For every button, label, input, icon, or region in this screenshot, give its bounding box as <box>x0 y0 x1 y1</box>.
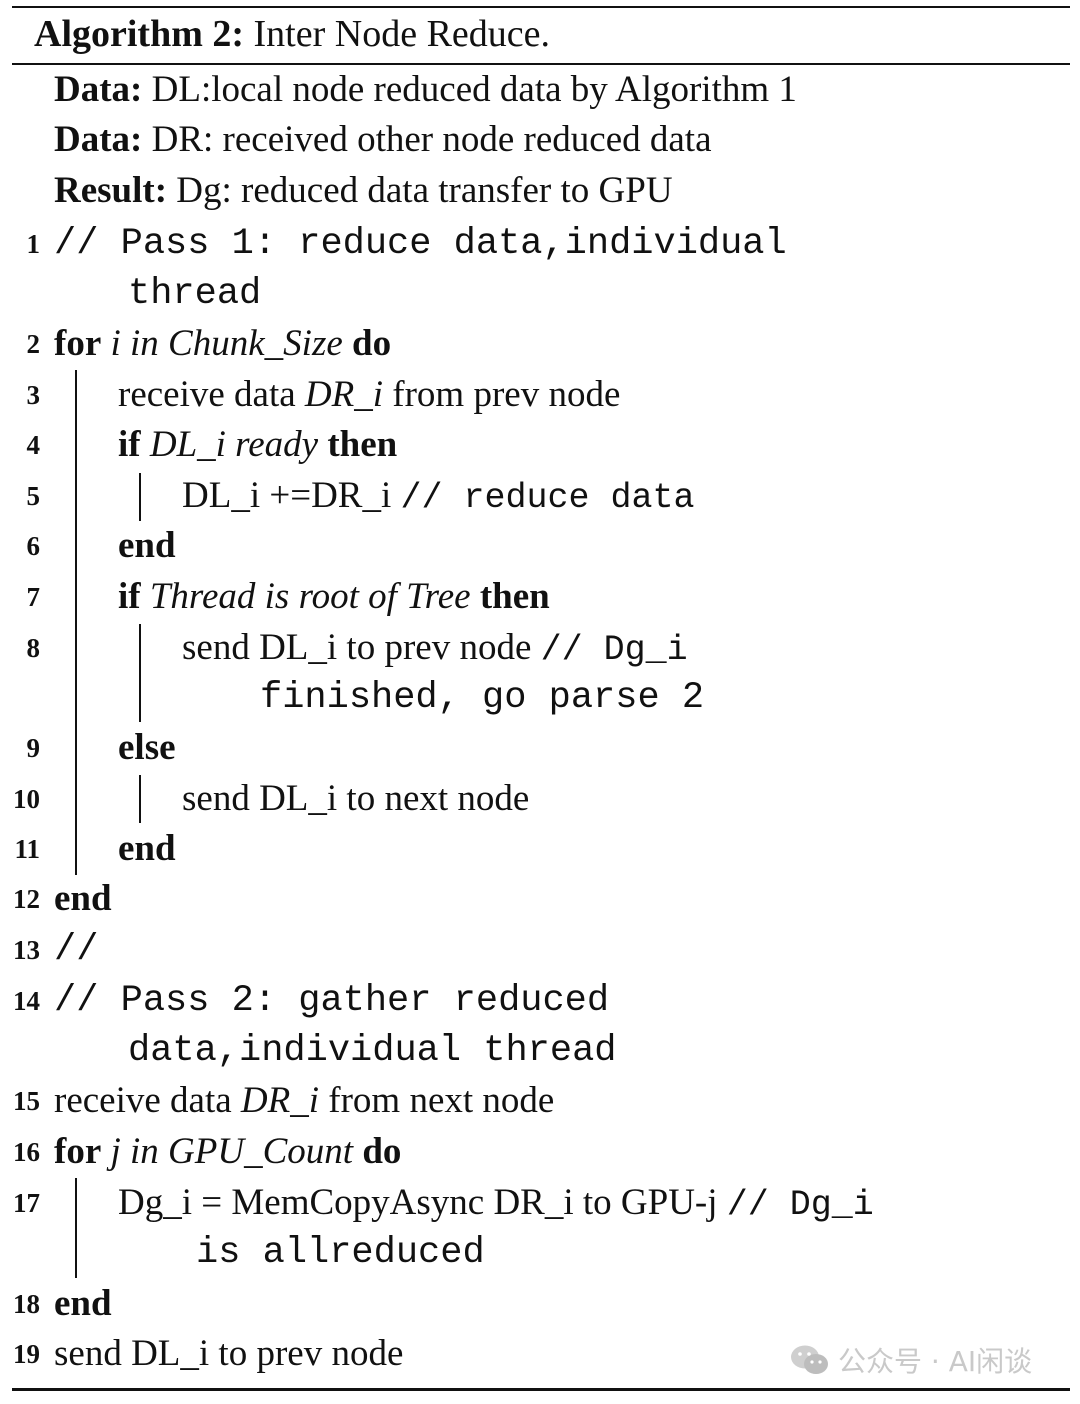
end-if-line: end <box>118 525 176 566</box>
comment-pass2-cont: data,individual thread <box>128 1030 617 1072</box>
data-line-1: Data: DL:local node reduced data by Algo… <box>54 69 797 110</box>
line-number-16: 16 <box>13 1137 40 1167</box>
send-prev-comment-cont: finished, go parse 2 <box>260 677 705 719</box>
empty-comment-line: // <box>54 929 99 971</box>
line-number-17: 17 <box>13 1188 40 1218</box>
title-rule <box>12 63 1070 65</box>
line-number-5: 5 <box>26 481 41 511</box>
if-block-bar <box>139 473 141 521</box>
if-root-line: if Thread is root of Tree then <box>118 576 550 617</box>
result-line: Result: Dg: reduced data transfer to GPU <box>54 170 673 211</box>
else-block-bar <box>139 775 141 823</box>
receive-prev-line: receive data DR_i from prev node <box>118 374 621 415</box>
line-number-19: 19 <box>13 1339 40 1369</box>
send-next-line: send DL_i to next node <box>182 778 530 819</box>
comment-pass2: // Pass 2: gather reduced <box>54 980 610 1022</box>
for-gpu-line: for j in GPU_Count do <box>54 1131 402 1172</box>
line-number-7: 7 <box>26 582 41 612</box>
algorithm-label: Algorithm 2: <box>34 13 245 55</box>
for-gpu-block-bar <box>75 1178 77 1278</box>
line-number-11: 11 <box>14 834 40 864</box>
line-number-4: 4 <box>26 430 41 460</box>
end-else-line: end <box>118 828 176 869</box>
receive-next-line: receive data DR_i from next node <box>54 1080 555 1121</box>
data-line-2: Data: DR: received other node reduced da… <box>54 119 712 160</box>
comment-pass1-cont: thread <box>128 273 262 315</box>
line-number-6: 6 <box>26 531 41 561</box>
send-prev-line: send DL_i to prev node // Dg_i <box>182 627 688 670</box>
for-block-bar <box>75 370 77 875</box>
else-line: else <box>118 727 176 768</box>
line-number-15: 15 <box>13 1086 40 1116</box>
algorithm-name: Inter Node Reduce. <box>244 13 551 55</box>
end-for-gpu-line: end <box>54 1283 112 1324</box>
watermark-text: 公众号 · AI闲谈 <box>838 1345 1033 1378</box>
line-number-8: 8 <box>26 633 41 663</box>
line-number-1: 1 <box>26 229 41 259</box>
if-ready-line: if DL_i ready then <box>118 424 398 465</box>
line-number-14: 14 <box>13 986 40 1016</box>
line-number-13: 13 <box>13 935 40 965</box>
line-number-9: 9 <box>26 733 41 763</box>
watermark: 公众号 · AI闲谈 <box>790 1340 1032 1380</box>
line-number-12: 12 <box>13 884 40 914</box>
bottom-rule <box>12 1388 1070 1391</box>
algorithm-title: Algorithm 2: Inter Node Reduce. <box>34 12 550 56</box>
line-number-2: 2 <box>26 329 41 359</box>
line-number-18: 18 <box>13 1289 40 1319</box>
memcopy-comment-cont: is allreduced <box>196 1232 485 1274</box>
line-number-3: 3 <box>26 380 41 410</box>
wechat-icon <box>791 1345 828 1374</box>
end-for-line: end <box>54 878 112 919</box>
memcopy-line: Dg_i = MemCopyAsync DR_i to GPU-j // Dg_… <box>118 1182 874 1225</box>
line-number-10: 10 <box>13 784 40 814</box>
comment-pass1: // Pass 1: reduce data,individual <box>54 223 787 265</box>
top-rule <box>12 6 1070 8</box>
for-chunk-line: for i in Chunk_Size do <box>54 323 392 364</box>
final-send-line: send DL_i to prev node <box>54 1333 404 1374</box>
reduce-line: DL_i +=DR_i // reduce data <box>182 475 695 518</box>
then-block-bar <box>139 624 141 722</box>
